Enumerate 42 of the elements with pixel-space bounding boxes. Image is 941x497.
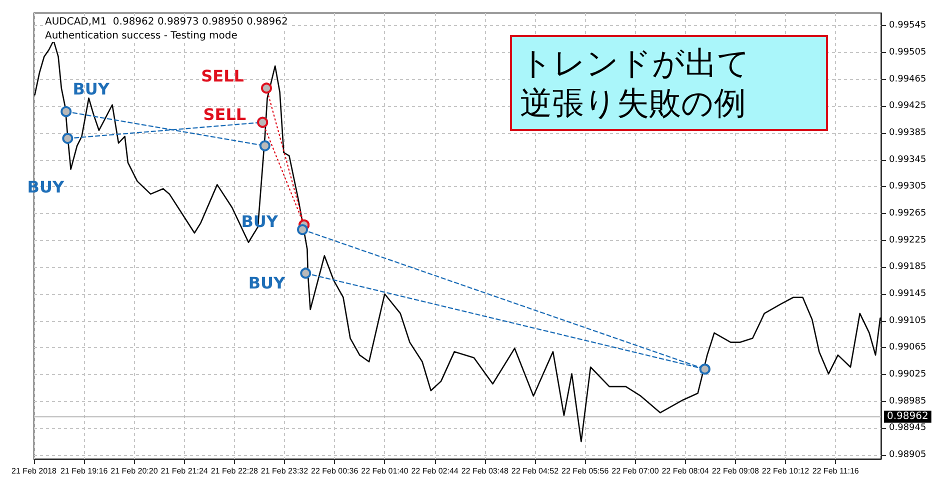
y-tick-label: 0.99265 xyxy=(889,208,926,219)
series-label: SELL xyxy=(201,66,244,86)
x-tick-label: 21 Feb 22:28 xyxy=(210,466,259,476)
y-tick-label: 0.99105 xyxy=(889,316,926,326)
chart-title: AUDCAD,M1 0.98962 0.98973 0.98950 0.98962 xyxy=(45,16,288,28)
y-tick-label: 0.99305 xyxy=(889,182,926,192)
x-tick-label: 21 Feb 19:16 xyxy=(60,466,108,476)
y-tick-label: 0.99065 xyxy=(889,342,926,353)
x-tick-label: 22 Feb 03:48 xyxy=(461,466,510,476)
y-tick-label: 0.99225 xyxy=(889,235,926,246)
y-tick-label: 0.98945 xyxy=(889,423,926,434)
y-tick-label: 0.98905 xyxy=(889,450,926,460)
x-tick-label: 22 Feb 02:44 xyxy=(411,466,459,476)
text: Authentication success - Testing mode xyxy=(45,30,238,42)
x-tick-label: 22 Feb 00:36 xyxy=(311,466,359,476)
ref-line-label: 0.98962 xyxy=(887,411,928,422)
annotation: トレンドが出て逆張り失敗の例 xyxy=(520,44,750,122)
y-tick-label: 0.99145 xyxy=(889,289,926,300)
x-tick-label: 22 Feb 08:04 xyxy=(662,466,710,476)
y-tick-label: 0.99025 xyxy=(889,369,926,380)
x-tick-label: 22 Feb 04:52 xyxy=(511,466,560,476)
x-tick-label: 22 Feb 09:08 xyxy=(712,466,760,476)
y-tick-label: 0.99545 xyxy=(889,20,926,31)
series-label: BUY xyxy=(72,80,110,99)
y-tick-label: 0.99345 xyxy=(889,154,926,165)
x-tick-label: 22 Feb 07:00 xyxy=(612,466,660,476)
y-tick-label: 0.99505 xyxy=(889,48,926,58)
x-tick-label: 22 Feb 01:40 xyxy=(361,466,409,476)
x-tick-label: 22 Feb 05:56 xyxy=(562,466,610,476)
x-tick-label: 21 Feb 21:24 xyxy=(160,466,208,476)
x-tick-label: 21 Feb 20:20 xyxy=(110,466,158,476)
series-label: SELL xyxy=(203,104,246,124)
y-tick-label: 0.99385 xyxy=(889,128,926,138)
x-tick-label: 21 Feb 2018 xyxy=(12,466,58,476)
series-label: BUY xyxy=(248,274,286,293)
x-tick-label: 21 Feb 23:32 xyxy=(260,466,309,476)
x-tick-label: 22 Feb 11:16 xyxy=(812,466,860,476)
y-tick-label: 0.99185 xyxy=(889,262,926,272)
y-tick-label: 0.98985 xyxy=(889,396,926,406)
y-tick-label: 0.99425 xyxy=(889,101,926,112)
x-tick-label: 22 Feb 10:12 xyxy=(762,466,810,476)
y-tick-label: 0.99465 xyxy=(889,74,926,84)
